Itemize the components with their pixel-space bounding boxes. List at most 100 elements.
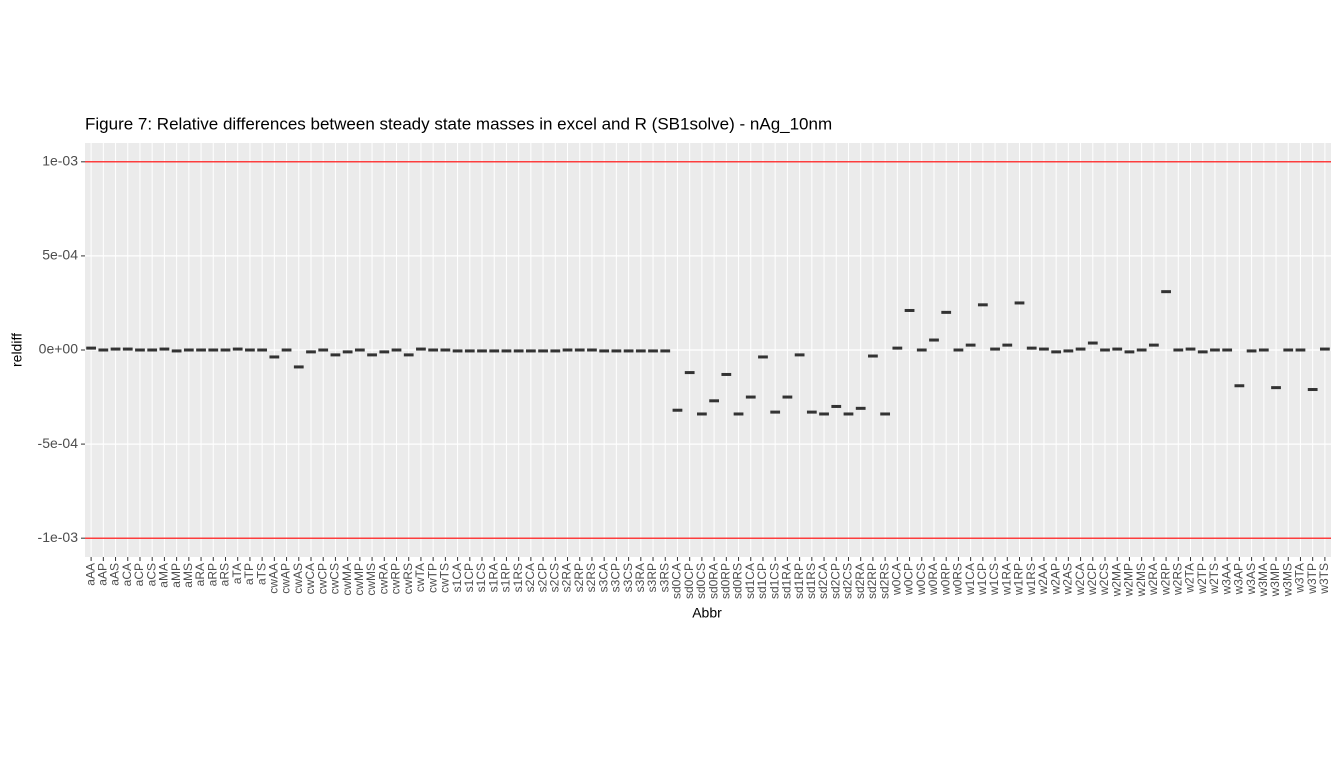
box	[587, 348, 597, 352]
box	[257, 348, 268, 352]
x-tick-label: w1CP	[975, 563, 989, 596]
x-tick-label: s2CA	[523, 563, 537, 592]
box	[501, 349, 512, 353]
y-tick-label: 5e-04	[42, 247, 78, 263]
x-tick-label: cwRP	[389, 563, 403, 594]
box	[220, 348, 231, 352]
box	[1148, 343, 1159, 347]
x-tick-label: cwMP	[352, 563, 366, 596]
x-tick-label: s2RS	[584, 563, 598, 592]
box	[367, 353, 377, 357]
x-tick-label: w2TP	[1195, 563, 1209, 595]
x-tick-label: sd0RA	[706, 563, 720, 599]
box	[183, 348, 194, 352]
x-tick-label: s2RP	[572, 563, 586, 592]
box	[977, 303, 988, 307]
box	[464, 349, 475, 353]
x-tick-label: s3CP	[609, 563, 623, 592]
x-tick-label: cwCS	[328, 563, 342, 594]
x-tick-label: w2CA	[1073, 563, 1087, 596]
x-tick-label: w1CS	[987, 563, 1001, 596]
x-tick-label: sd0CP	[682, 563, 696, 599]
box	[880, 412, 891, 416]
x-axis-title: Abbr	[692, 605, 722, 621]
x-tick-label: w1RA	[999, 563, 1013, 596]
box	[660, 349, 671, 353]
x-tick-label: aMP	[169, 563, 183, 588]
box	[293, 365, 304, 369]
box	[819, 412, 829, 416]
x-tick-label: aMS	[181, 563, 195, 588]
x-tick-label: aAA	[83, 563, 97, 586]
x-tick-label: w0RA	[926, 563, 940, 596]
box	[697, 412, 707, 416]
box	[208, 348, 219, 352]
box	[672, 408, 683, 412]
box	[538, 349, 548, 353]
box	[391, 348, 402, 352]
x-tick-label: w3TP	[1305, 563, 1319, 595]
x-tick-label: sd0RS	[731, 563, 745, 599]
box	[122, 347, 133, 351]
x-tick-label: aMA	[157, 563, 171, 588]
x-tick-label: w2RP	[1158, 563, 1172, 596]
x-tick-label: w0CA	[890, 563, 904, 596]
box	[721, 372, 732, 376]
x-tick-label: aCS	[144, 563, 158, 586]
x-tick-label: cwTA	[413, 563, 427, 592]
x-tick-label: w3MP	[1268, 563, 1282, 597]
box	[1197, 350, 1208, 354]
x-tick-label: cwTP	[425, 563, 439, 593]
box	[599, 349, 610, 353]
x-tick-label: s1CP	[462, 563, 476, 592]
x-tick-label: s1RA	[486, 563, 500, 592]
x-tick-label: sd2RS	[877, 563, 891, 599]
box	[306, 350, 316, 354]
box	[1161, 290, 1171, 294]
box	[477, 349, 487, 353]
box	[98, 348, 109, 352]
box	[550, 349, 561, 353]
x-tick-label: cwRS	[401, 563, 415, 594]
x-tick-label: aRA	[193, 563, 207, 586]
y-tick-label: -1e-03	[38, 529, 79, 545]
x-tick-label: cwTS	[438, 563, 452, 593]
x-tick-label: sd0CS	[694, 563, 708, 599]
box	[245, 348, 255, 352]
box	[1100, 348, 1110, 352]
box	[1124, 350, 1135, 354]
box	[171, 349, 182, 353]
box	[831, 404, 842, 408]
box	[916, 348, 927, 352]
x-tick-label: cwAP	[279, 563, 293, 594]
x-tick-label: w3AA	[1219, 563, 1233, 595]
box	[1075, 347, 1086, 351]
x-tick-label: w1RS	[1024, 563, 1038, 596]
x-tick-label: s2CP	[535, 563, 549, 592]
x-tick-label: cwCP	[315, 563, 329, 594]
chart-title: Figure 7: Relative differences between s…	[85, 114, 832, 133]
x-tick-label: aTS	[254, 563, 268, 585]
box	[403, 353, 414, 357]
x-tick-label: w2AP	[1048, 563, 1062, 595]
box	[416, 347, 426, 351]
x-tick-label: sd1RS	[804, 563, 818, 599]
box	[489, 349, 500, 353]
box	[953, 348, 964, 352]
x-tick-label: w0RP	[938, 563, 952, 596]
box	[1283, 348, 1294, 352]
box	[611, 349, 622, 353]
x-tick-label: w2TA	[1183, 563, 1197, 594]
box	[990, 347, 1000, 351]
box	[892, 346, 903, 350]
x-tick-label: w3AS	[1244, 563, 1258, 595]
x-tick-label: sd2CP	[828, 563, 842, 599]
x-tick-label: s3CA	[596, 563, 610, 592]
box	[868, 354, 878, 358]
box	[574, 348, 585, 352]
box	[1307, 388, 1318, 392]
y-axis-title: reldiff	[9, 333, 25, 367]
box	[1136, 348, 1147, 352]
box	[1173, 348, 1184, 352]
box	[1002, 343, 1013, 347]
